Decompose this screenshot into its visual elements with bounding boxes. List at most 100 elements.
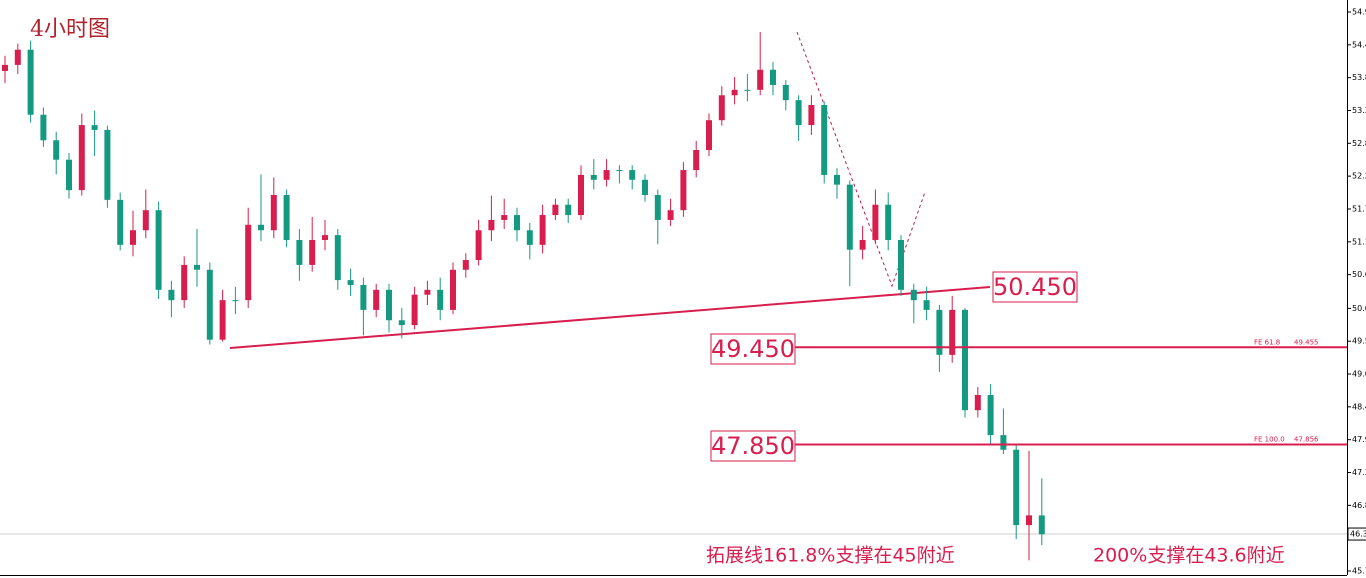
candle-body [590,174,597,180]
candle-body [117,199,124,245]
candle-body [949,309,956,355]
candle-body [552,204,559,216]
last-price-label: 46.383 [1350,530,1366,539]
candle-body [731,89,738,96]
candle-body [206,269,213,340]
candle-body [488,219,495,231]
candle-body [219,300,226,340]
candle-body [885,204,892,240]
y-tick-label: 47.395 [1352,468,1366,477]
candle-body [1038,515,1045,535]
candle-body [450,269,456,310]
candle-body [322,235,328,240]
candle-body [1013,449,1020,526]
candle-body [334,235,341,281]
y-tick-label: 52.810 [1352,139,1366,148]
candle-body [53,140,60,160]
candle-body [462,260,469,270]
candle-body [923,300,930,310]
y-tick-label: 54.430 [1352,40,1366,49]
candle-body [974,395,981,411]
price-box-label: 49.450 [711,335,795,363]
candle-body [718,95,725,121]
fe-value: 47.856 [1294,435,1319,443]
candle-body [642,179,648,195]
candle-body [91,125,98,130]
candle-body [565,204,572,216]
fe-label: FE 61.8 [1254,338,1280,346]
y-tick-label: 50.650 [1352,270,1366,279]
candle-body [514,215,520,231]
candle-body [2,64,8,71]
price-box [710,430,796,462]
candle-body [373,289,380,310]
candle-body [398,320,405,326]
annotation: 200%支撑在43.6附近 [1093,545,1285,567]
candle-body [411,294,418,326]
candle-body [962,309,968,411]
candle-body [770,69,776,85]
y-tick-label: 47.935 [1352,435,1366,444]
candle-body [27,49,34,115]
y-tick-label: 53.350 [1352,106,1366,115]
y-tick-label: 48.475 [1352,402,1366,411]
candle-body [78,125,85,191]
candle-body [181,264,188,301]
price-box-label: 47.850 [711,432,795,460]
candle-body [782,84,789,101]
last-price-box [1347,527,1366,541]
y-tick-label: 52.270 [1352,172,1366,181]
candle-body [834,174,840,185]
price-box [710,333,796,365]
y-tick-label: 46.855 [1352,501,1366,510]
candle-body [795,100,802,126]
candle-body [578,174,584,216]
candle-body [232,300,239,302]
candle-body [667,210,674,220]
y-tick-label: 51.190 [1352,237,1366,246]
candle-body [437,289,444,310]
candle-body [245,224,252,301]
candle-body [808,105,815,126]
candle-body [846,184,853,250]
candle-body [424,289,431,295]
candle-body [386,289,392,321]
candle-body [501,215,508,220]
fe-value: 49.455 [1294,338,1319,346]
trend-line [229,286,991,349]
chart-title: 4小时图 [30,17,110,42]
y-tick-label: 50.095 [1352,304,1366,313]
price-box-label: 50.450 [993,273,1077,301]
y-tick-label: 54.970 [1352,8,1366,17]
candle-body [104,129,111,200]
candle-body [629,170,636,180]
y-tick-label: 45.775 [1352,567,1366,576]
candle-body [347,280,354,285]
candle-body [987,395,994,436]
candle-body [693,150,700,171]
candle-body [283,194,290,240]
y-tick-label: 49.555 [1352,337,1366,346]
candle-body [910,289,917,301]
candle-body [616,170,623,172]
candle-body [475,230,482,261]
candle-body [1026,515,1032,526]
candle-body [526,230,533,245]
candle-body [66,159,72,191]
y-tick-label: 49.015 [1352,370,1366,379]
candle-body [309,239,316,265]
candle-body [706,120,712,151]
candle-body [296,239,303,265]
candle-body [40,114,47,141]
candle-body [936,309,943,355]
candle-body [859,239,866,250]
candle-body [155,210,162,290]
candle-body [539,215,546,245]
candle-body [898,239,904,290]
candle-body [270,194,277,231]
y-tick-label: 51.730 [1352,204,1366,213]
candle-body [130,230,136,245]
candle-body [1000,435,1007,450]
